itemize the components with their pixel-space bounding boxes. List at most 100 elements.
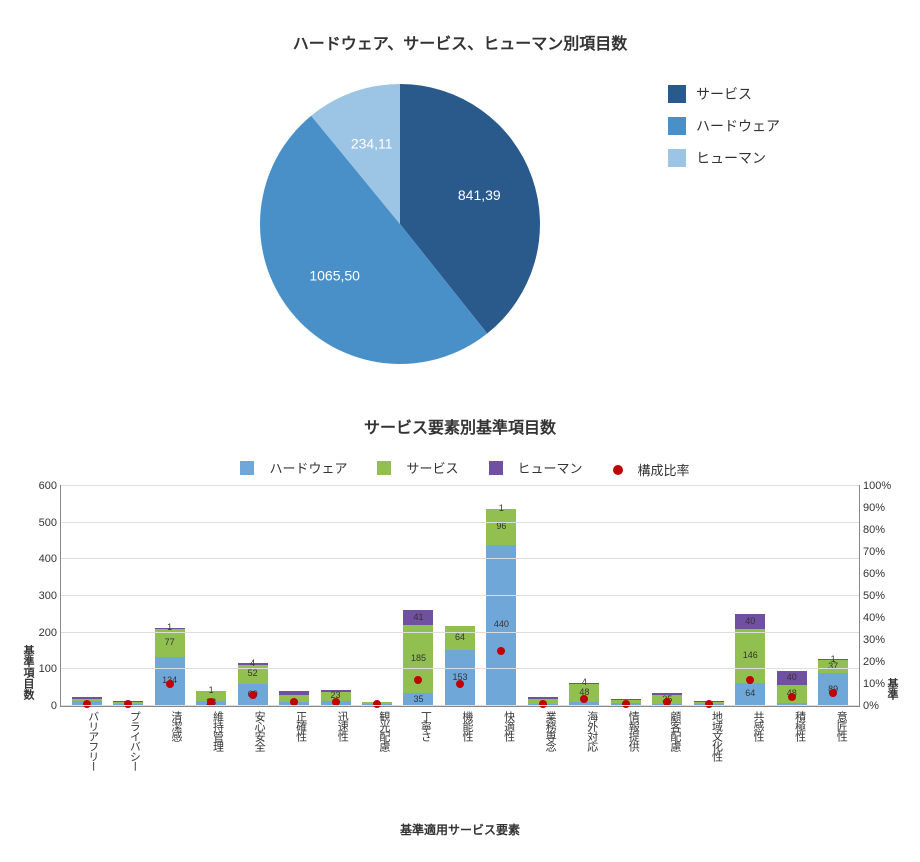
y-tick-left: 200 [39, 627, 57, 639]
bar-value-label: 64 [445, 633, 475, 642]
y-tick-right: 80% [863, 524, 885, 536]
x-axis-label: 清潔感 [154, 711, 184, 811]
bar-column [279, 691, 309, 706]
bar-value-label: 4 [569, 678, 599, 687]
bar-column: 89371 [818, 659, 848, 706]
bar-column: 15364 [445, 626, 475, 706]
pie-svg: 841,39 1065,50 234,11 [200, 74, 600, 374]
y-tick-right: 60% [863, 568, 885, 580]
x-axis-title: 基準適用サービス要素 [20, 821, 900, 838]
ratio-marker [124, 700, 132, 708]
bar-column: 60524 [238, 663, 268, 706]
x-axis-label: 機能性 [445, 711, 475, 811]
bar-chart: 1347712816052423351854115364440961484256… [20, 485, 900, 815]
bar-column: 23 [321, 690, 351, 706]
bar-column: 3518541 [403, 610, 433, 706]
pie-legend-item: サービス [668, 84, 780, 104]
y-tick-right: 0% [863, 700, 879, 712]
x-axis-label: 維持管理 [196, 711, 226, 811]
ratio-marker [497, 647, 505, 655]
x-axis-label: 迅速性 [320, 711, 350, 811]
y-tick-right: 70% [863, 546, 885, 558]
legend-swatch [377, 461, 391, 475]
bar-value-label: 1 [818, 655, 848, 664]
ratio-marker [83, 700, 91, 708]
bar-value-label: 1 [486, 504, 516, 513]
bar-legend-item: ヒューマン [479, 458, 583, 477]
y-tick-left: 600 [39, 480, 57, 492]
y-tick-right: 40% [863, 612, 885, 624]
bar-value-label: 41 [403, 613, 433, 622]
bar-column: 4840 [777, 671, 807, 706]
bar-value-label: 77 [155, 638, 185, 647]
plot-area: 1347712816052423351854115364440961484256… [60, 485, 860, 707]
y-tick-right: 100% [863, 480, 891, 492]
bar-value-label: 40 [777, 673, 807, 682]
grid-line [61, 558, 859, 559]
legend-swatch [489, 461, 503, 475]
bar-value-label: 52 [238, 669, 268, 678]
grid-line [61, 668, 859, 669]
ratio-marker [746, 676, 754, 684]
bar-column: 281 [196, 691, 226, 706]
ratio-marker [414, 676, 422, 684]
x-axis-label: 情報提供 [611, 711, 641, 811]
bar-column: 6414640 [735, 614, 765, 706]
y-axis-right-title: 基準 [884, 678, 900, 700]
pie-slice-label: 841,39 [458, 187, 501, 203]
legend-label: ヒューマン [696, 148, 766, 168]
legend-label: ハードウェア [696, 116, 780, 136]
x-axis-label: 安心安全 [237, 711, 267, 811]
bar-column: 440961 [486, 509, 516, 706]
bar-value-label: 96 [486, 522, 516, 531]
ratio-marker [539, 700, 547, 708]
pie-slice-label: 1065,50 [309, 268, 360, 284]
legend-swatch [668, 149, 686, 167]
bar-value-label: 146 [735, 651, 765, 660]
legend-label: サービス [696, 84, 752, 104]
bar-value-label: 440 [486, 620, 516, 629]
ratio-marker [580, 695, 588, 703]
y-tick-right: 20% [863, 656, 885, 668]
bar-legend-item: サービス [367, 458, 458, 477]
y-tick-left: 500 [39, 517, 57, 529]
pie-slice-label: 234,11 [351, 136, 393, 152]
ratio-marker [829, 689, 837, 697]
pie-legend-item: ハードウェア [668, 116, 780, 136]
y-tick-right: 30% [863, 634, 885, 646]
ratio-marker [456, 680, 464, 688]
x-axis-label: バリアフリー [71, 711, 101, 811]
grid-line [61, 632, 859, 633]
x-axis-label: 丁寧さ [403, 711, 433, 811]
x-axis-label: 正確性 [279, 711, 309, 811]
ratio-marker [705, 700, 713, 708]
grid-line [61, 705, 859, 706]
bars-container: 1347712816052423351854115364440961484256… [61, 486, 859, 706]
x-axis-label: 共感性 [736, 711, 766, 811]
y-tick-right: 90% [863, 502, 885, 514]
x-axis-label: 積極性 [778, 711, 808, 811]
y-tick-right: 10% [863, 678, 885, 690]
x-axis-label: 意匠性 [819, 711, 849, 811]
bar-value-label: 40 [735, 617, 765, 626]
ratio-marker [166, 680, 174, 688]
bar-chart-title: サービス要素別基準項目数 [20, 414, 900, 438]
bar-legend-item: 構成比率 [603, 460, 690, 479]
legend-dot [613, 465, 623, 475]
pie-legend-item: ヒューマン [668, 148, 780, 168]
x-axis-label: 快適性 [487, 711, 517, 811]
bar-column: 134771 [155, 628, 185, 706]
legend-swatch [240, 461, 254, 475]
x-axis-label: 地域文化性 [694, 711, 724, 811]
grid-line [61, 522, 859, 523]
bar-value-label: 35 [403, 695, 433, 704]
x-axis-labels: バリアフリープライバシー清潔感維持管理安心安全正確性迅速性観光配慮丁寧さ機能性快… [60, 711, 860, 811]
x-axis-label: 海外対応 [570, 711, 600, 811]
legend-swatch [668, 85, 686, 103]
y-tick-left: 300 [39, 590, 57, 602]
bar-column: 484 [569, 683, 599, 706]
grid-line [61, 595, 859, 596]
legend-swatch [668, 117, 686, 135]
bar-legend-item: ハードウェア [230, 458, 347, 477]
ratio-marker [622, 700, 630, 708]
